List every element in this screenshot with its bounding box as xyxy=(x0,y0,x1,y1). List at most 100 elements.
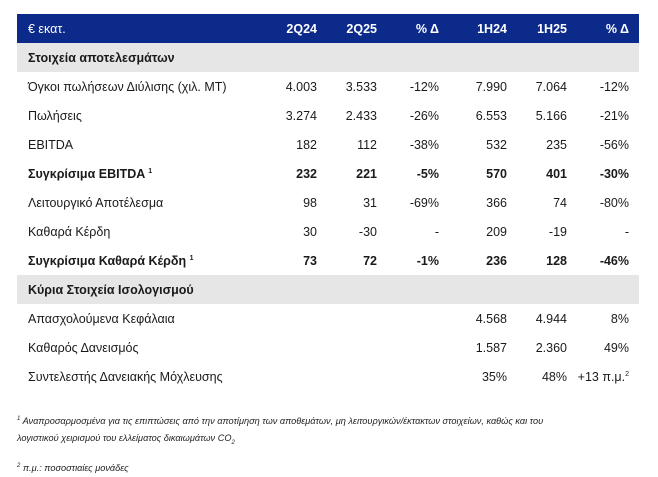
cell-1h24: 6.553 xyxy=(475,108,507,123)
col-header-pct-h: % Δ xyxy=(605,21,629,36)
cell-pct-h: 49% xyxy=(567,341,632,355)
footnote-ref: 1 xyxy=(148,167,153,175)
row-label-text: Λειτουργικό Αποτέλεσμα xyxy=(28,195,164,210)
row-label: Συντελεστής Δανειακής Μόχλευσης xyxy=(17,370,269,384)
cell-value: 8% xyxy=(610,311,629,326)
cell-1h25: 401 xyxy=(546,166,567,181)
section-title: Στοιχεία αποτελεσμάτων xyxy=(28,50,175,65)
cell-2q24: 4.003 xyxy=(285,79,317,94)
cell-pct-q: -26% xyxy=(409,108,439,123)
cell-pct-h: 8% xyxy=(567,312,632,326)
cell-1h25: 2.360 xyxy=(507,341,567,355)
unit-label: € εκατ. xyxy=(28,21,66,36)
cell-1h24: 532 xyxy=(486,137,507,152)
cell-2q24: 73 xyxy=(303,253,317,268)
cell-value: +13 π.μ. xyxy=(577,369,626,384)
cell-1h24: 366 xyxy=(486,195,507,210)
cell-2q24: 30 xyxy=(303,224,317,239)
col-header-pct-q: % Δ xyxy=(415,21,439,36)
cell-1h25: 74 xyxy=(553,195,567,210)
cell-2q24: 182 xyxy=(296,137,317,152)
table-row: Απασχολούμενα Κεφάλαια 4.568 4.944 8% xyxy=(17,304,639,333)
section-results: Στοιχεία αποτελεσμάτων xyxy=(17,43,639,72)
footnote-text: π.μ.: ποσοστιαίες μονάδες xyxy=(22,463,129,473)
table-row: Καθαρά Κέρδη 30 -30 - 209 -19 - xyxy=(17,217,639,246)
cell-2q24: 232 xyxy=(296,166,317,181)
cell-1h24: 236 xyxy=(486,253,507,268)
row-label: Πωλήσεις xyxy=(17,109,269,123)
cell-value: 1.587 xyxy=(475,340,507,355)
table-row: EBITDA 182 112 -38% 532 235 -56% xyxy=(17,130,639,159)
row-label-text: Συγκρίσιμα EBITDA xyxy=(28,166,145,181)
row-label: Όγκοι πωλήσεων Διύλισης (χιλ. MT) xyxy=(17,80,269,94)
cell-value: 35% xyxy=(481,369,507,384)
table-row: Συγκρίσιμα EBITDA 1 232 221 -5% 570 401 -30% xyxy=(17,159,639,188)
cell-1h24: 1.587 xyxy=(439,341,507,355)
cell-2q25: 31 xyxy=(363,195,377,210)
cell-1h25: 7.064 xyxy=(535,79,567,94)
row-label-text: Πωλήσεις xyxy=(28,108,82,123)
cell-1h25: 235 xyxy=(546,137,567,152)
footnote-text: λογιστικού χειρισμού του ελλείματος δικα… xyxy=(17,433,232,443)
cell-2q24: 98 xyxy=(303,195,317,210)
footnote-ref: 1 xyxy=(189,254,194,262)
cell-pct-h: -46% xyxy=(599,253,629,268)
cell-pct-h: -21% xyxy=(599,108,629,123)
cell-1h25: 128 xyxy=(546,253,567,268)
cell-pct-h: +13 π.μ.2 xyxy=(567,370,632,384)
cell-pct-h: - xyxy=(624,224,629,239)
row-label-text: Καθαρός Δανεισμός xyxy=(28,340,139,355)
cell-pct-h: -80% xyxy=(599,195,629,210)
row-label-text: Καθαρά Κέρδη xyxy=(28,224,111,239)
cell-pct-h: -56% xyxy=(599,137,629,152)
table-row: Συντελεστής Δανειακής Μόχλευσης 35% 48% +13… xyxy=(17,362,639,391)
table-row: Λειτουργικό Αποτέλεσμα 98 31 -69% 366 74 -80% xyxy=(17,188,639,217)
cell-value: 4.568 xyxy=(475,311,507,326)
col-header-2q24: 2Q24 xyxy=(286,21,317,36)
row-label: Απασχολούμενα Κεφάλαια xyxy=(17,312,269,326)
footnote-mark: 1 xyxy=(17,415,21,422)
cell-pct-q: -5% xyxy=(416,166,439,181)
footnote-mark: 2 xyxy=(17,462,21,469)
row-label: Καθαρά Κέρδη xyxy=(17,225,269,239)
row-label: Συγκρίσιμα EBITDA 1 xyxy=(17,167,269,181)
section-balance-sheet: Κύρια Στοιχεία Ισολογισμού xyxy=(17,275,639,304)
table-row: Όγκοι πωλήσεων Διύλισης (χιλ. MT) 4.003 3.… xyxy=(17,72,639,101)
cell-1h24: 7.990 xyxy=(475,79,507,94)
cell-value: 4.944 xyxy=(535,311,567,326)
col-header-1h25: 1H25 xyxy=(537,21,567,36)
footnote-text: Αναπροσαρμοσμένα για τις επιπτώσεις από … xyxy=(22,416,544,426)
cell-2q25: -30 xyxy=(358,224,377,239)
cell-1h24: 570 xyxy=(486,166,507,181)
cell-2q24: 3.274 xyxy=(285,108,317,123)
cell-pct-q: - xyxy=(434,224,439,239)
cell-value: 49% xyxy=(603,340,629,355)
footnote-1: 1 Αναπροσαρμοσμένα για τις επιπτώσεις απ… xyxy=(17,413,543,447)
cell-pct-q: -12% xyxy=(409,79,439,94)
row-label-text: Απασχολούμενα Κεφάλαια xyxy=(28,311,175,326)
cell-value: 48% xyxy=(541,369,567,384)
row-label: Συγκρίσιμα Καθαρά Κέρδη 1 xyxy=(17,254,269,268)
row-label-text: Όγκοι πωλήσεων Διύλισης (χιλ. MT) xyxy=(28,79,227,94)
cell-1h25: 48% xyxy=(507,370,567,384)
cell-pct-q: -1% xyxy=(416,253,439,268)
table-header: € εκατ. 2Q24 2Q25 % Δ 1H24 1H25 % Δ xyxy=(17,14,639,43)
row-label: Λειτουργικό Αποτέλεσμα xyxy=(17,196,269,210)
section-title: Κύρια Στοιχεία Ισολογισμού xyxy=(28,282,194,297)
col-header-2q25: 2Q25 xyxy=(346,21,377,36)
table-row: Συγκρίσιμα Καθαρά Κέρδη 1 73 72 -1% 236 128 -4… xyxy=(17,246,639,275)
table-row: Πωλήσεις 3.274 2.433 -26% 6.553 5.166 -21% xyxy=(17,101,639,130)
footnote-2: 2 π.μ.: ποσοστιαίες μονάδες xyxy=(17,460,129,477)
footnote-subscript: 2 xyxy=(231,439,235,446)
cell-1h25: 4.944 xyxy=(507,312,567,326)
footnote-ref: 2 xyxy=(625,370,629,378)
cell-2q25: 3.533 xyxy=(345,79,377,94)
cell-pct-h: -12% xyxy=(599,79,629,94)
cell-1h24: 209 xyxy=(486,224,507,239)
row-label-text: EBITDA xyxy=(28,137,74,152)
cell-2q25: 221 xyxy=(356,166,377,181)
cell-2q25: 2.433 xyxy=(345,108,377,123)
cell-2q25: 112 xyxy=(357,137,377,152)
row-label: Καθαρός Δανεισμός xyxy=(17,341,269,355)
row-label: EBITDA xyxy=(17,138,269,152)
